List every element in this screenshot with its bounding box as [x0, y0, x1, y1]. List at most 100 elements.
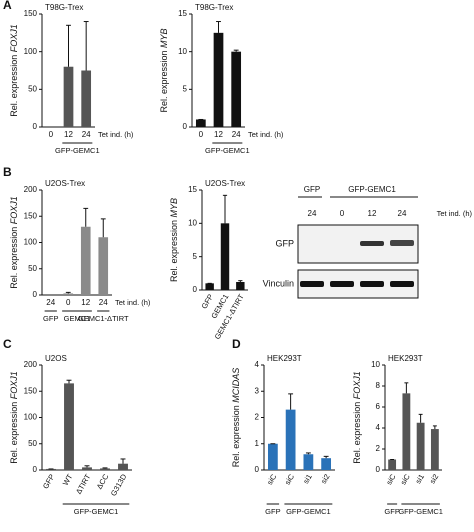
- group-label: GFP-GEMC1: [74, 507, 119, 516]
- y-tick-label: 0: [33, 122, 38, 131]
- y-label-text: Rel. expression: [231, 405, 241, 467]
- blot-row-label: GFP: [275, 238, 294, 248]
- blot-header: GFP-GEMC1: [348, 185, 396, 194]
- y-tick-label: 50: [28, 439, 37, 448]
- y-tick-label: 4: [376, 423, 381, 432]
- x-tick-label: 12: [81, 298, 90, 307]
- group-label: GFP-GEMC1: [286, 507, 331, 516]
- bar: [81, 70, 92, 127]
- group-label: GEMC1: [64, 314, 91, 323]
- y-label-gene: FOXJ1: [352, 371, 362, 399]
- blot-band: [390, 281, 414, 287]
- group-label: GFP: [265, 507, 280, 516]
- blot-band: [390, 240, 414, 246]
- y-label-text: Rel. expression: [9, 227, 19, 289]
- x-axis-label: Tet ind. (h): [115, 298, 151, 307]
- chart-title: U2OS: [45, 354, 67, 363]
- bar: [285, 409, 296, 470]
- group-label: GEMC1-ΔTIRT: [78, 314, 129, 323]
- y-tick-label: 150: [24, 9, 38, 18]
- group-label: GFP: [384, 507, 399, 516]
- y-tick-label: 2: [255, 413, 260, 422]
- chart-title: HEK293T: [388, 354, 423, 363]
- bar: [416, 422, 425, 470]
- bar: [118, 463, 128, 470]
- y-label-gene: FOXJ1: [9, 196, 19, 224]
- chart-title: U2OS-Trex: [205, 179, 245, 188]
- y-tick-label: 50: [28, 264, 37, 273]
- y-tick-label: 1: [255, 439, 260, 448]
- y-tick-label: 8: [376, 381, 381, 390]
- bar: [205, 283, 214, 290]
- chart-title: T98G-Trex: [45, 3, 83, 12]
- y-tick-label: 6: [376, 402, 381, 411]
- x-tick-label: 12: [64, 130, 73, 139]
- blot-lane: 0: [340, 209, 345, 218]
- x-tick-label: si1: [301, 472, 314, 485]
- y-label-gene: FOXJ1: [9, 371, 19, 399]
- x-tick-label: ΔCC: [95, 472, 111, 491]
- y-axis-label: Rel. expression MYB: [159, 28, 169, 112]
- panel-letter: A: [3, 0, 12, 12]
- western-blot: GFP GFP-GEMC1 24 0 12 24 Tet ind. (h) GF…: [263, 185, 473, 299]
- group-label: GFP-GEMC1: [398, 507, 443, 516]
- bar: [80, 226, 91, 295]
- x-tick-label: si2: [428, 472, 441, 485]
- x-tick-label: WT: [61, 472, 75, 487]
- y-tick-label: 2: [376, 444, 381, 453]
- x-tick-label: 24: [82, 130, 91, 139]
- bar: [64, 383, 74, 470]
- bar: [98, 237, 109, 295]
- y-tick-label: 3: [255, 386, 260, 395]
- y-tick-label: 150: [24, 211, 38, 220]
- chart-title: U2OS-Trex: [45, 179, 85, 188]
- group-label: GFP-GEMC1: [205, 146, 250, 155]
- bar: [63, 293, 74, 295]
- y-label-gene: MCIDAS: [231, 368, 241, 403]
- y-tick-label: 0: [33, 290, 38, 299]
- y-tick-label: 10: [371, 360, 380, 369]
- x-tick-label: siC: [265, 472, 279, 486]
- x-tick-label: 24: [232, 130, 241, 139]
- bar: [213, 32, 224, 128]
- panel-letter: D: [232, 337, 241, 351]
- group-label: GFP: [43, 314, 58, 323]
- y-tick-label: 100: [24, 238, 38, 247]
- x-tick-label: 0: [66, 298, 71, 307]
- blot-lane: 24: [308, 209, 317, 218]
- y-label-gene: FOXJ1: [9, 24, 19, 52]
- y-axis-label: Rel. expression FOXJ1: [9, 371, 19, 464]
- bar: [63, 66, 74, 127]
- x-tick-label: 24: [99, 298, 108, 307]
- bar: [388, 459, 397, 470]
- y-label-gene: MYB: [159, 28, 169, 48]
- x-tick-label: 24: [46, 298, 55, 307]
- y-tick-label: 10: [188, 218, 197, 227]
- x-tick-label: siC: [384, 472, 398, 486]
- y-tick-label: 5: [193, 252, 198, 261]
- y-tick-label: 200: [24, 185, 38, 194]
- bar: [100, 468, 110, 470]
- y-axis-label: Rel. expression MCIDAS: [231, 368, 241, 468]
- x-axis-label: Tet ind. (h): [98, 130, 134, 139]
- y-axis-label: Rel. expression FOXJ1: [9, 196, 19, 289]
- y-axis-label: Rel. expression MYB: [169, 198, 179, 282]
- x-tick-label: siC: [283, 472, 297, 486]
- bar: [231, 51, 242, 127]
- blot-band: [360, 241, 384, 246]
- y-tick-label: 200: [24, 360, 38, 369]
- y-label-gene: MYB: [169, 198, 179, 218]
- x-tick-label: ΔTIRT: [74, 472, 93, 496]
- blot-tet-label: Tet ind. (h): [437, 209, 473, 218]
- bar: [46, 468, 56, 470]
- y-tick-label: 100: [24, 413, 38, 422]
- bar: [236, 282, 245, 290]
- y-tick-label: 5: [183, 84, 188, 93]
- y-label-text: Rel. expression: [9, 402, 19, 464]
- y-label-text: Rel. expression: [169, 220, 179, 282]
- x-tick-label: 12: [214, 130, 223, 139]
- bar: [430, 429, 439, 470]
- y-tick-label: 10: [178, 47, 187, 56]
